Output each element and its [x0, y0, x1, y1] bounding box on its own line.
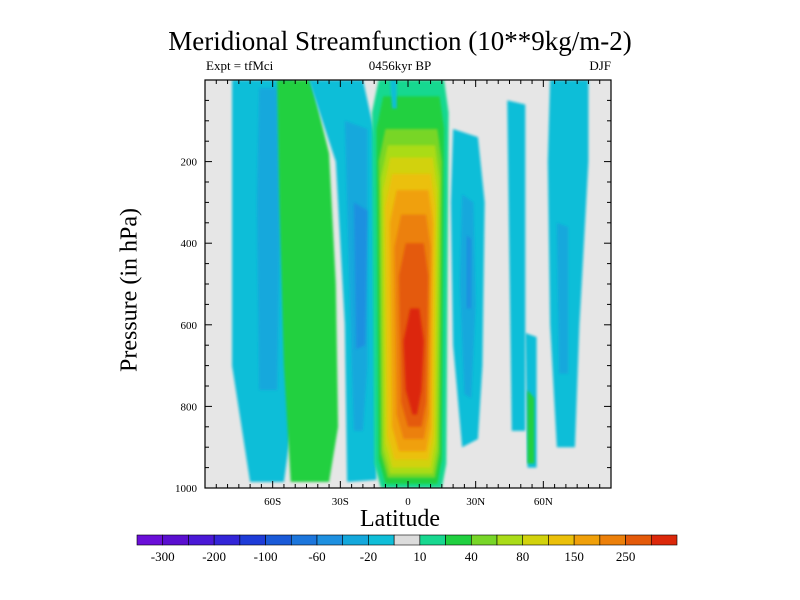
colorbar-swatch	[213, 534, 241, 546]
colorbar-label: -60	[308, 549, 325, 564]
x-axis-label: Latitude	[360, 506, 440, 532]
y-tick-label: 600	[181, 320, 198, 332]
contour-upper-wisp	[389, 80, 397, 109]
contour-northern-subtropics-core	[466, 235, 472, 309]
colorbar-swatch	[470, 534, 498, 546]
colorbar-swatch	[136, 534, 164, 546]
colorbar-swatch	[342, 534, 369, 546]
colorbar-swatch	[573, 534, 601, 546]
colorbar-swatch	[188, 534, 215, 546]
colorbar-swatch	[316, 534, 344, 546]
colorbar-swatch	[265, 534, 292, 546]
colorbar-swatch	[368, 534, 395, 546]
colorbar-swatch	[445, 534, 472, 546]
colorbar-swatch	[650, 534, 678, 546]
contour-northern-midlat	[507, 100, 526, 431]
x-tick-label: 30N	[466, 496, 485, 508]
colorbar-swatch	[548, 534, 575, 546]
y-tick-label: 1000	[175, 483, 198, 495]
y-tick-label: 200	[181, 157, 198, 169]
colorbar-label: 10	[413, 549, 426, 564]
colorbar-swatch	[599, 534, 626, 546]
colorbar-swatch	[239, 534, 266, 546]
colorbar-swatch	[625, 534, 652, 546]
y-tick-label: 800	[181, 401, 198, 413]
contour-southern-subtropics-core	[353, 202, 368, 350]
colorbar-swatch	[522, 534, 549, 546]
experiment-label: Expt = tfMci	[206, 58, 274, 73]
colorbar-label: 250	[616, 549, 636, 564]
colorbar-swatch	[496, 534, 524, 546]
colorbar-label: -200	[202, 549, 226, 564]
colorbar-label: 80	[516, 549, 529, 564]
colorbar-swatch	[290, 534, 318, 546]
time-label: 0456kyr BP	[368, 58, 432, 73]
colorbar-label: 40	[465, 549, 478, 564]
contour-northern-polar-inner	[556, 222, 569, 374]
colorbar-swatch	[162, 534, 189, 546]
colorbar-swatch	[393, 534, 421, 546]
contour-ferrel-south	[277, 80, 339, 482]
colorbar-label: -300	[151, 549, 175, 564]
y-axis-label: Pressure (in hPa)	[116, 208, 143, 372]
contour-northern-midlat-positive	[527, 390, 535, 464]
season-label: DJF	[589, 58, 611, 73]
colorbar-label: -100	[254, 549, 278, 564]
y-tick-label: 400	[181, 238, 198, 250]
x-tick-label: 30S	[332, 496, 349, 508]
x-tick-label: 0	[405, 496, 411, 508]
chart-title: Meridional Streamfunction (10**9kg/m-2)	[168, 26, 632, 56]
colorbar-label: -20	[360, 549, 377, 564]
contour-southern-cell-inner	[256, 88, 280, 391]
x-tick-label: 60N	[534, 496, 553, 508]
x-tick-label: 60S	[264, 496, 281, 508]
colorbar-label: 150	[564, 549, 584, 564]
colorbar-swatch	[419, 534, 446, 546]
contour-hadley-level-9	[403, 308, 424, 415]
